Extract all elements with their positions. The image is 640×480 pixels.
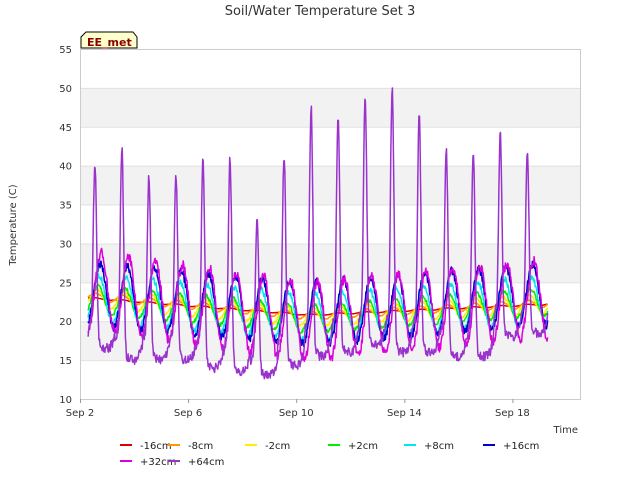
grid-band [80, 126, 580, 166]
y-tick-label: 30 [59, 239, 72, 250]
x-tick-label: Sep 14 [387, 408, 422, 419]
y-tick-label: 10 [59, 395, 72, 406]
x-axis-label: Time [553, 425, 578, 436]
y-axis-ticks: 10 15 20 25 30 35 40 45 50 55 [59, 45, 72, 406]
y-tick-label: 15 [59, 356, 72, 367]
site-badge: EE_met [80, 31, 138, 49]
x-axis-ticks: Sep 2 Sep 6 Sep 10 Sep 14 Sep 18 [66, 399, 530, 419]
grid-band [80, 204, 580, 244]
x-tick-label: Sep 6 [174, 408, 202, 419]
series-line [87, 247, 549, 363]
legend-label: -16cm [140, 441, 172, 452]
y-tick-label: 45 [59, 123, 72, 134]
grid-band [80, 165, 580, 205]
legend-label: +8cm [424, 441, 454, 452]
plot-frame [80, 49, 581, 400]
legend-label: +2cm [348, 441, 378, 452]
x-tick-label: Sep 10 [279, 408, 314, 419]
y-tick-label: 55 [59, 45, 72, 56]
x-tick-label: Sep 18 [495, 408, 530, 419]
grid-band [80, 87, 580, 127]
legend-label: +32cm [140, 457, 176, 468]
legend: -16cm -8cm -2cm +2cm +8cm +16cm +32cm +64cm [120, 441, 539, 468]
y-tick-label: 35 [59, 201, 72, 212]
y-tick-label: 50 [59, 84, 72, 95]
grid-band [80, 49, 580, 88]
series-layer [87, 87, 549, 380]
legend-label: -2cm [265, 441, 290, 452]
y-tick-label: 25 [59, 278, 72, 289]
badge-text: EE_met [87, 36, 132, 49]
x-tick-label: Sep 2 [66, 408, 94, 419]
series-line [87, 87, 549, 380]
y-tick-label: 40 [59, 162, 72, 173]
y-axis-label: Temperature (C) [8, 184, 19, 266]
legend-label: +64cm [188, 457, 224, 468]
grid-band [80, 282, 580, 322]
legend-label: -8cm [188, 441, 213, 452]
chart-title: Soil/Water Temperature Set 3 [225, 4, 416, 19]
legend-label: +16cm [503, 441, 539, 452]
badge-shape [80, 31, 138, 49]
y-tick-label: 20 [59, 317, 72, 328]
grid-band [80, 360, 580, 399]
grid-band [80, 243, 580, 283]
